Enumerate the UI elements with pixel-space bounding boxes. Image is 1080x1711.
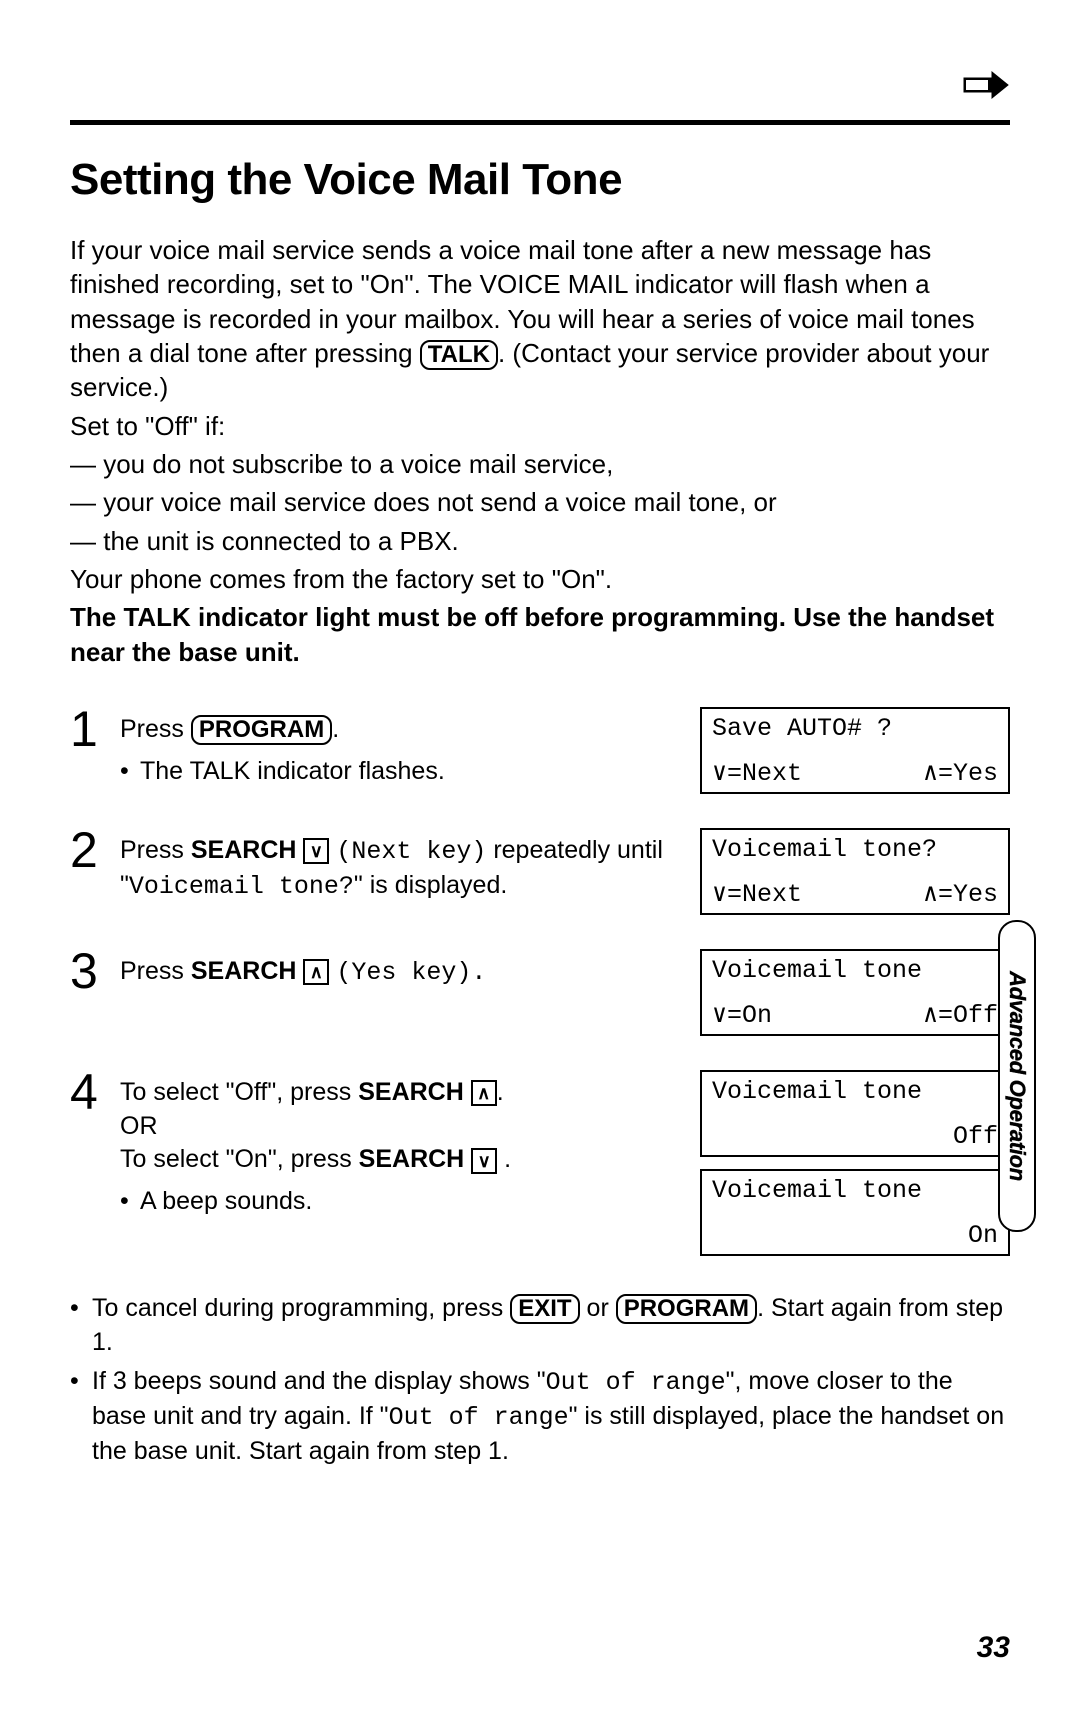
or-label: OR <box>120 1110 666 1144</box>
search-label: SEARCH <box>191 957 297 985</box>
out-of-range-text: Out of range <box>389 1403 569 1432</box>
program-button-label: PROGRAM <box>616 1294 757 1324</box>
lcd-display: Voicemail tone Off <box>700 1070 1010 1157</box>
lcd-display: Save AUTO# ? ∨=Next ∧=Yes <box>700 707 1010 794</box>
lcd-line2-left: ∨=On <box>712 1002 772 1030</box>
step-text: . <box>497 1145 511 1173</box>
factory-line: Your phone comes from the factory set to… <box>70 562 1010 596</box>
lcd-line1: Voicemail tone <box>712 957 998 985</box>
step-bullet: The TALK indicator flashes. <box>120 755 666 789</box>
lcd-display: Voicemail tone On <box>700 1169 1010 1256</box>
exit-button-label: EXIT <box>510 1294 579 1324</box>
lcd-line2-right: Off <box>953 1123 998 1151</box>
note-text: If 3 beeps sound and the display shows " <box>92 1367 546 1395</box>
step-number: 3 <box>70 949 106 994</box>
search-label: SEARCH <box>191 836 297 864</box>
lcd-line1: Voicemail tone <box>712 1177 998 1205</box>
lcd-display: Voicemail tone ∨=On ∧=Off <box>700 949 1010 1036</box>
step-text: Press <box>120 836 191 864</box>
top-rule <box>70 120 1010 125</box>
lcd-line2-right: ∧=Yes <box>923 881 998 909</box>
lcd-line1: Voicemail tone <box>712 1078 998 1106</box>
step-2: 2 Press SEARCH ∨ (Next key) repeatedly u… <box>70 828 1010 927</box>
steps-block: 1 Press PROGRAM. The TALK indicator flas… <box>70 707 1010 1268</box>
step-body: To select "Off", press SEARCH ∧. OR To s… <box>120 1070 666 1219</box>
side-tab: Advanced Operation <box>998 920 1036 1232</box>
program-button-label: PROGRAM <box>191 715 332 745</box>
next-key-label: (Next key) <box>336 837 486 866</box>
step-3: 3 Press SEARCH ∧ (Yes key). Voicemail to… <box>70 949 1010 1048</box>
lcd-line2-right: ∧=Off <box>923 1002 998 1030</box>
lcd-line2-right: On <box>968 1222 998 1250</box>
step-text: Press <box>120 957 191 985</box>
step-text: To select "On", press <box>120 1145 359 1173</box>
down-arrow-icon: ∨ <box>303 838 329 864</box>
search-label: SEARCH <box>358 1078 464 1106</box>
intro-block: If your voice mail service sends a voice… <box>70 233 1010 669</box>
down-arrow-icon: ∨ <box>471 1148 497 1174</box>
step-number: 2 <box>70 828 106 873</box>
lcd-line2-left: ∨=Next <box>712 881 802 909</box>
step-body: Press PROGRAM. The TALK indicator flashe… <box>120 707 666 789</box>
dash-item: — your voice mail service does not send … <box>70 485 1010 519</box>
step-body: Press SEARCH ∨ (Next key) repeatedly unt… <box>120 828 666 904</box>
intro-paragraph: If your voice mail service sends a voice… <box>70 233 1010 405</box>
next-page-arrow-icon <box>962 70 1010 100</box>
dash-item: — the unit is connected to a PBX. <box>70 524 1010 558</box>
step-text: . <box>332 715 339 743</box>
note-text: To cancel during programming, press <box>92 1294 510 1322</box>
lcd-display: Voicemail tone? ∨=Next ∧=Yes <box>700 828 1010 915</box>
lcd-column: Voicemail tone? ∨=Next ∧=Yes <box>700 828 1010 927</box>
side-tab-label: Advanced Operation <box>1004 971 1030 1181</box>
dash-item: — you do not subscribe to a voice mail s… <box>70 447 1010 481</box>
lcd-line2-right: ∧=Yes <box>923 760 998 788</box>
step-number: 4 <box>70 1070 106 1115</box>
note-text: or <box>580 1294 616 1322</box>
note-item: To cancel during programming, press EXIT… <box>70 1292 1010 1360</box>
lcd-line1: Voicemail tone? <box>712 836 998 864</box>
lcd-line2-left: ∨=Next <box>712 760 802 788</box>
step-4: 4 To select "Off", press SEARCH ∧. OR To… <box>70 1070 1010 1268</box>
step-text: To select "Off", press <box>120 1078 358 1106</box>
lcd-column: Save AUTO# ? ∨=Next ∧=Yes <box>700 707 1010 806</box>
note-item: If 3 beeps sound and the display shows "… <box>70 1365 1010 1468</box>
out-of-range-text: Out of range <box>546 1368 726 1397</box>
talk-button-label: TALK <box>420 340 498 370</box>
step-1: 1 Press PROGRAM. The TALK indicator flas… <box>70 707 1010 806</box>
talk-indicator-note: The TALK indicator light must be off bef… <box>70 600 1010 669</box>
lcd-line1: Save AUTO# ? <box>712 715 998 743</box>
step-text: " is displayed. <box>354 871 507 899</box>
lcd-column: Voicemail tone Off Voicemail tone On <box>700 1070 1010 1268</box>
up-arrow-icon: ∧ <box>303 959 329 985</box>
lcd-ref: Voicemail tone? <box>129 872 354 901</box>
yes-key-label: (Yes key). <box>336 958 486 987</box>
search-label: SEARCH <box>359 1145 465 1173</box>
step-text: Press <box>120 715 191 743</box>
step-number: 1 <box>70 707 106 752</box>
set-off-line: Set to "Off" if: <box>70 409 1010 443</box>
lcd-column: Voicemail tone ∨=On ∧=Off <box>700 949 1010 1048</box>
page-number: 33 <box>977 1631 1010 1665</box>
step-body: Press SEARCH ∧ (Yes key). <box>120 949 666 990</box>
page-title: Setting the Voice Mail Tone <box>70 155 1010 205</box>
step-bullet: A beep sounds. <box>120 1185 666 1219</box>
up-arrow-icon: ∧ <box>471 1080 497 1106</box>
step-text: . <box>497 1078 504 1106</box>
notes-block: To cancel during programming, press EXIT… <box>70 1292 1010 1469</box>
